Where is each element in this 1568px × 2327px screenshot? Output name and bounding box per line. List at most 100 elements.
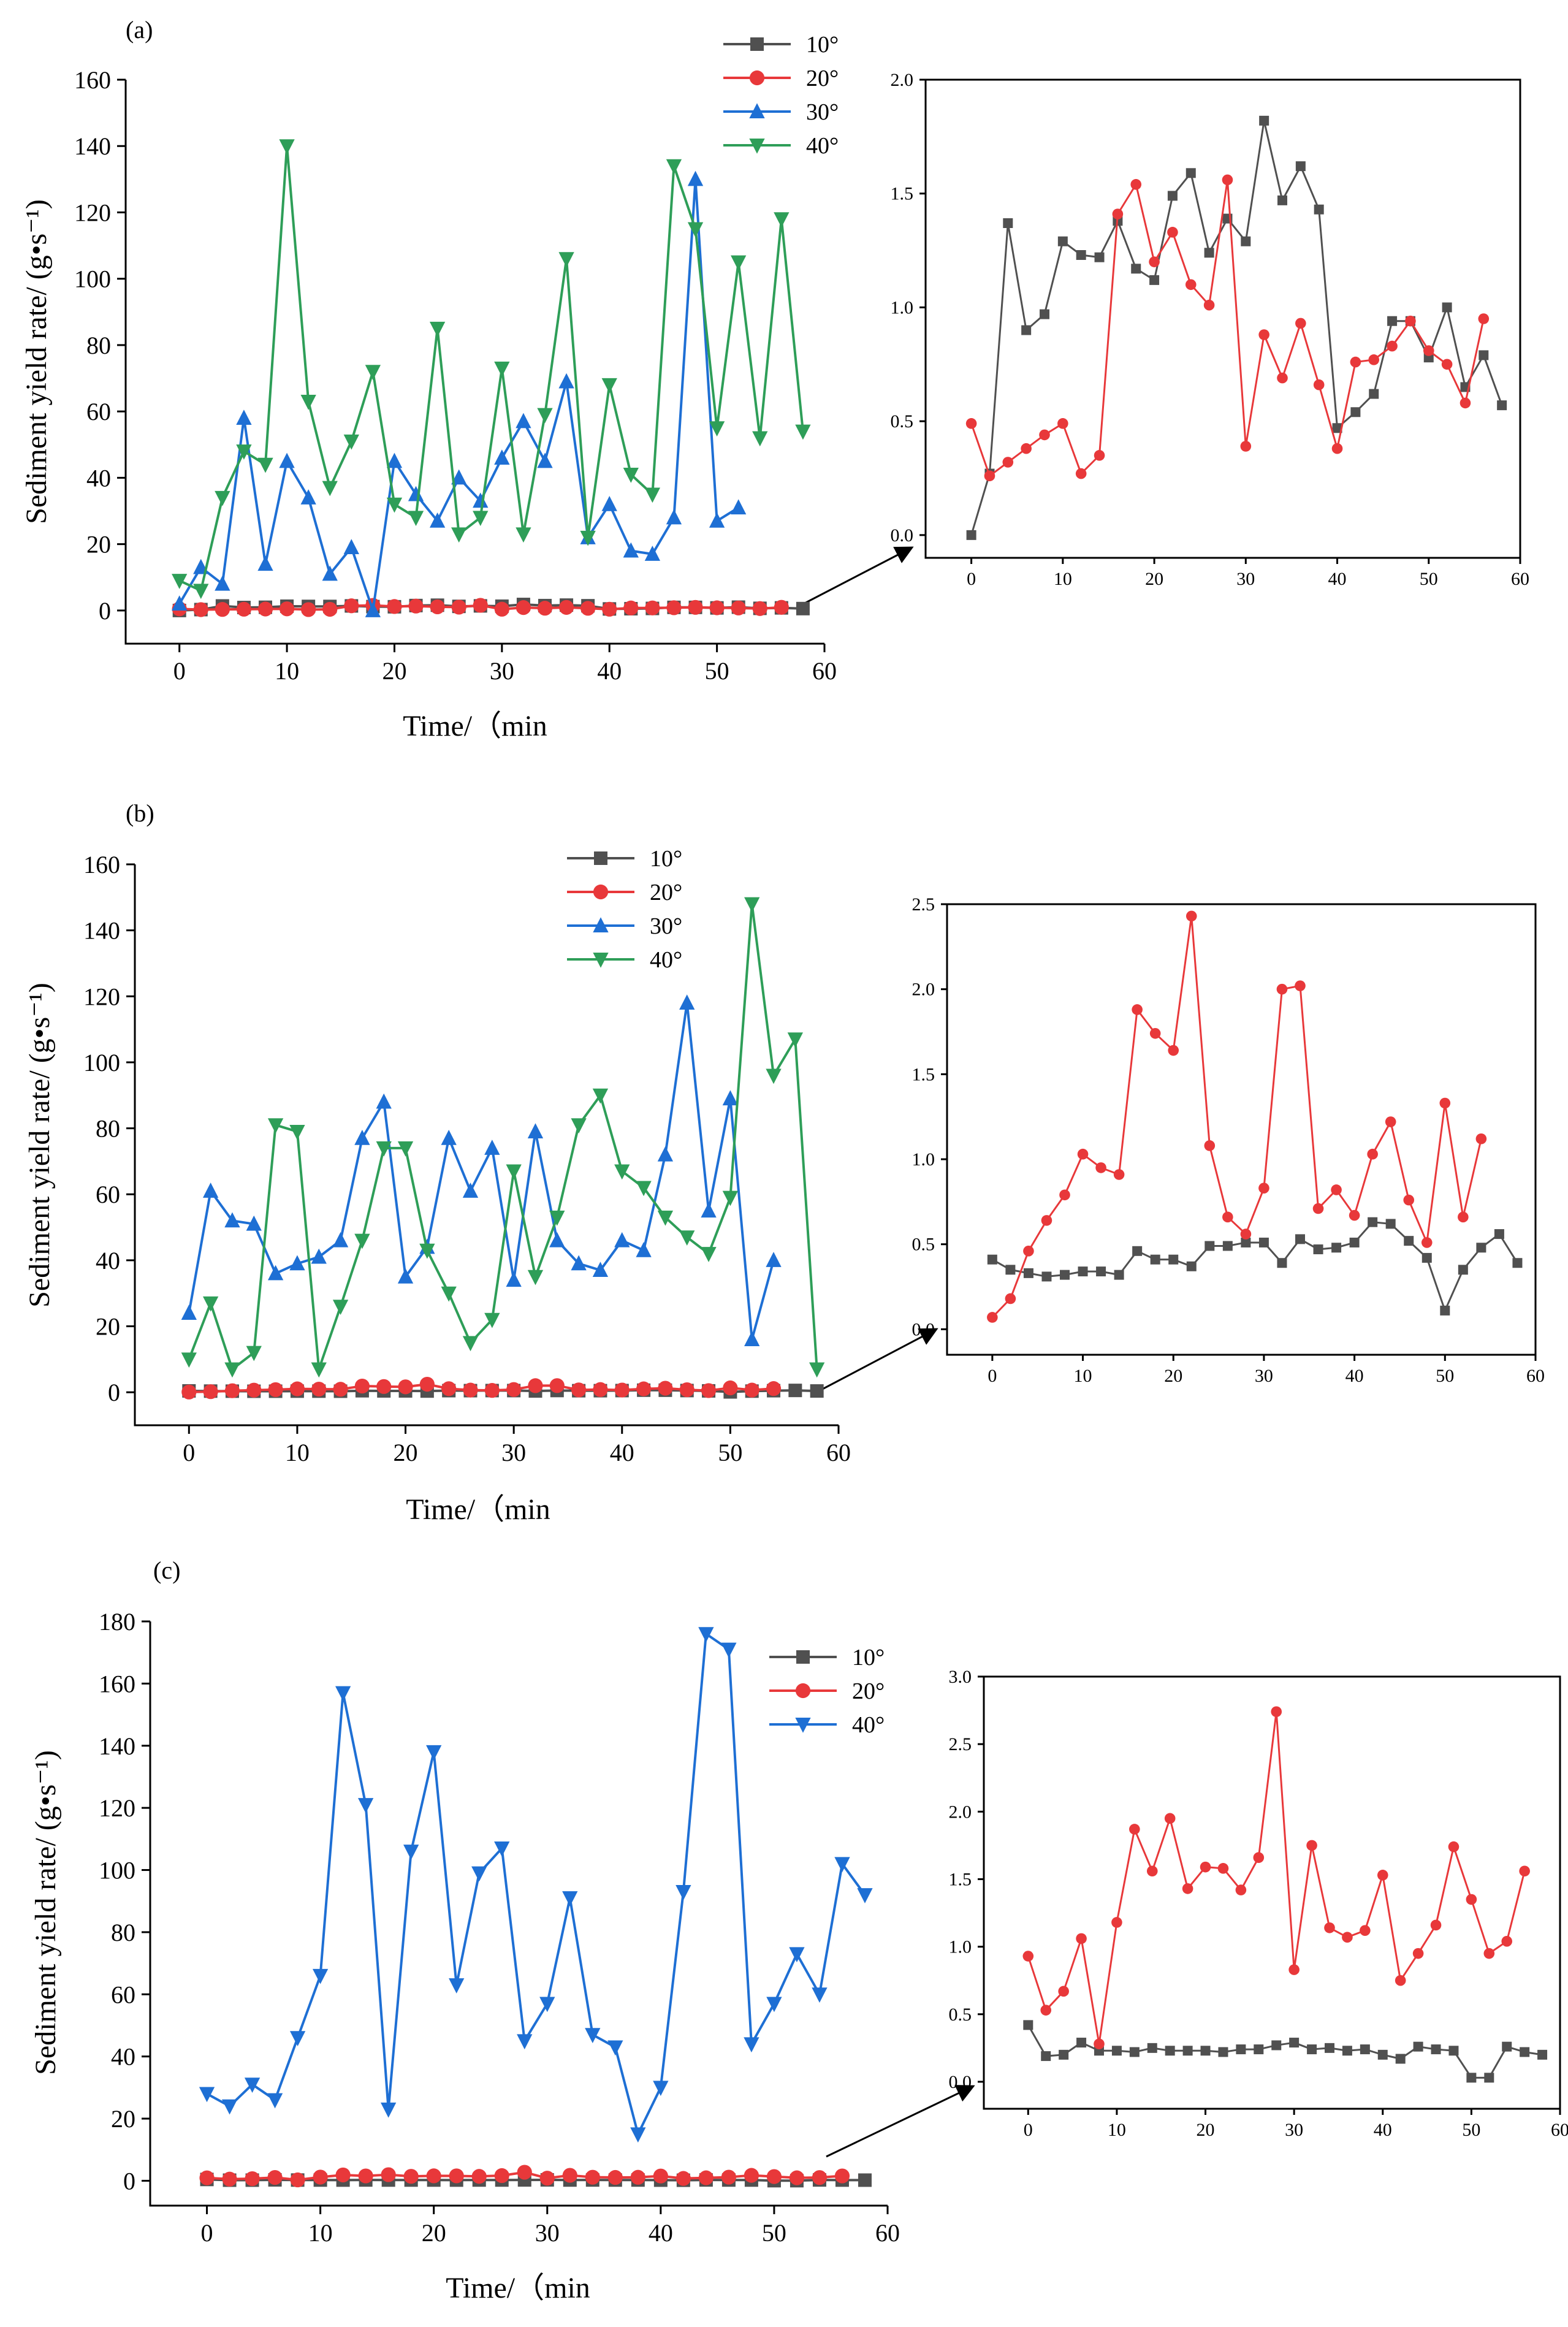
data-point (585, 2169, 600, 2185)
data-point (257, 555, 273, 571)
x-tick-label: 30 (501, 1439, 526, 1466)
x-tick-label: 0 (988, 1366, 997, 1386)
data-point (1023, 1246, 1034, 1257)
data-point (539, 1997, 555, 2013)
data-point (721, 2169, 736, 2185)
data-point (1186, 168, 1196, 178)
data-point (1475, 1133, 1487, 1144)
data-point (268, 1382, 283, 1398)
data-point (1307, 2044, 1317, 2055)
data-point (657, 1146, 674, 1162)
data-point (1078, 1266, 1088, 1277)
data-point (1002, 457, 1014, 468)
data-point (494, 361, 510, 377)
data-point (397, 1141, 414, 1157)
data-point (987, 1312, 998, 1323)
data-point (1412, 1948, 1424, 1959)
data-point (1149, 275, 1160, 285)
data-point (289, 1124, 305, 1140)
x-axis-title: Time/（min (406, 1493, 550, 1526)
y-tick-label: 1.5 (949, 1869, 972, 1889)
data-point (766, 1068, 782, 1084)
data-point (333, 1382, 348, 1397)
data-point (549, 1378, 565, 1393)
data-point (1182, 2046, 1193, 2056)
data-point (1369, 389, 1379, 399)
axes-frame (983, 1675, 1561, 2110)
data-point (562, 2168, 577, 2183)
x-tick-label: 10 (275, 657, 299, 685)
x-tick-label: 40 (1328, 569, 1347, 589)
data-point (312, 1968, 329, 1984)
data-point (666, 509, 682, 525)
legend-label: 30° (806, 99, 839, 125)
data-point (658, 1381, 673, 1396)
data-point (471, 1866, 487, 1882)
data-point (494, 1841, 510, 1857)
y-tick-label: 0.0 (912, 1319, 935, 1339)
y-tick-label: 80 (86, 332, 111, 359)
data-point (601, 378, 617, 394)
data-point (1076, 2038, 1087, 2048)
data-point (1022, 1951, 1034, 1962)
data-point (290, 2172, 305, 2188)
data-point (1342, 2046, 1352, 2056)
data-point (766, 1252, 782, 1267)
data-point (645, 600, 660, 615)
axes (134, 864, 839, 1426)
data-point (381, 2167, 396, 2182)
data-point (419, 1243, 435, 1259)
data-point (607, 2040, 623, 2056)
y-tick-label: 40 (96, 1247, 120, 1274)
data-point (580, 601, 596, 616)
x-tick-label: 30 (535, 2219, 560, 2247)
data-point (376, 1379, 392, 1394)
zoom-arrow-a (799, 546, 914, 607)
data-point (562, 1891, 578, 1906)
data-point (1167, 227, 1178, 238)
data-point (1331, 443, 1343, 454)
data-point (322, 481, 338, 497)
data-point (1041, 2051, 1051, 2062)
x-tick-label: 60 (812, 657, 837, 685)
data-point (752, 601, 767, 616)
data-point (1021, 443, 1032, 454)
x-tick-label: 50 (762, 2219, 786, 2247)
axes (149, 1621, 888, 2207)
y-tick-label: 0.5 (949, 2005, 972, 2025)
data-point (1403, 1194, 1415, 1206)
data-point (744, 1331, 760, 1347)
data-point (224, 1362, 240, 1378)
data-point (1041, 1271, 1052, 1282)
data-point (965, 418, 977, 429)
data-point (1368, 354, 1380, 365)
x-tick-label: 20 (382, 657, 406, 685)
x-tick-label: 60 (826, 1439, 851, 1466)
x-tick-label: 30 (1236, 569, 1255, 589)
data-point (1385, 1116, 1396, 1127)
data-point (311, 1381, 327, 1397)
legend-marker (795, 1683, 811, 1699)
data-point (381, 2102, 397, 2118)
data-point (1205, 1241, 1215, 1251)
data-point (289, 1381, 305, 1396)
data-point (1494, 1229, 1504, 1240)
data-point (1277, 1258, 1287, 1268)
data-point (787, 1032, 804, 1048)
data-point (506, 1382, 522, 1397)
legend-label: 40° (650, 947, 682, 973)
y-tick-label: 0.5 (912, 1235, 935, 1255)
y-tick-label: 60 (96, 1181, 120, 1208)
y-tick-label: 120 (99, 1794, 135, 1822)
data-point (516, 600, 531, 615)
data-point (549, 1210, 565, 1226)
data-point (344, 598, 359, 614)
legend-label: 20° (852, 1678, 885, 1704)
data-point (1314, 204, 1324, 215)
y-tick-label: 140 (99, 1732, 135, 1760)
x-tick-label: 20 (422, 2219, 446, 2247)
data-point (1367, 1148, 1378, 1160)
data-point (1431, 2044, 1441, 2055)
data-point (592, 1262, 609, 1278)
data-point (1240, 1228, 1252, 1240)
